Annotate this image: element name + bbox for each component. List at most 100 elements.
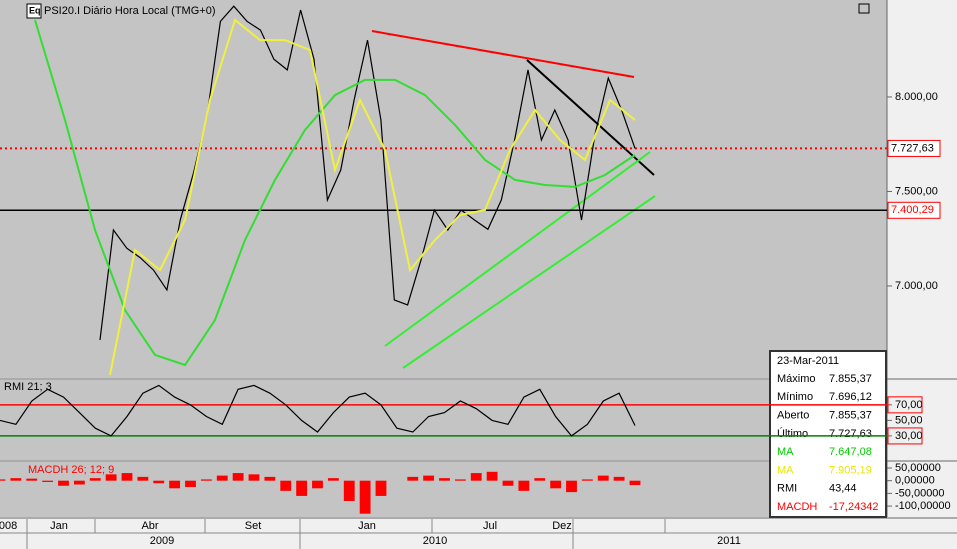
series-line — [99, 5, 636, 341]
info-value: 7.727,63 — [829, 428, 872, 440]
info-label: Máximo — [777, 373, 816, 385]
macd-bar — [232, 473, 244, 481]
macd-bar — [613, 476, 625, 481]
month-label: Jul — [483, 520, 497, 532]
macd-bar — [200, 479, 212, 481]
macd-bar — [89, 478, 101, 481]
month-label: Abr — [141, 520, 158, 532]
info-label: Mínimo — [777, 391, 813, 403]
macd-bar — [502, 480, 514, 486]
macd-bar — [550, 480, 562, 489]
chart-title: PSI20.I Diário Hora Local (TMG+0) — [44, 5, 215, 17]
trend-line — [402, 195, 656, 369]
info-label: RMI — [777, 483, 797, 495]
macd-bar — [597, 475, 609, 481]
macd-bar — [343, 480, 355, 502]
y-tick-label: 7.500,00 — [895, 185, 938, 197]
level-label-box — [887, 139, 941, 157]
info-date: 23-Mar-2011 — [777, 355, 839, 367]
info-box-bg — [769, 350, 887, 518]
y-tick-label: 7.000,00 — [895, 280, 938, 292]
macd-bar — [264, 476, 276, 481]
month-label: 008 — [0, 520, 17, 532]
info-value: 7.696,12 — [829, 391, 872, 403]
info-label: MA — [777, 446, 794, 458]
macd-bar — [0, 479, 6, 481]
eq-icon-label: Eq — [29, 5, 41, 15]
y-tick-label: 50,00000 — [895, 462, 941, 474]
macd-bar — [26, 478, 38, 481]
macd-bar — [423, 475, 435, 481]
maximize-button[interactable] — [858, 3, 870, 14]
y-tick-label: 70,00 — [895, 399, 923, 411]
month-label: Set — [245, 520, 262, 532]
macd-bar — [169, 480, 181, 489]
y-tick-label: 0,00000 — [895, 475, 935, 487]
info-label: Aberto — [777, 410, 809, 422]
y-tick-label: 30,00 — [895, 430, 923, 442]
series-line — [109, 18, 636, 376]
year-label: 2010 — [423, 535, 447, 547]
macd-bar — [296, 480, 308, 496]
macd-bar — [454, 479, 466, 481]
macd-panel — [0, 462, 887, 517]
macd-bar — [42, 480, 54, 482]
macd-bar — [58, 480, 69, 486]
series-line — [0, 384, 636, 437]
level-label-box — [887, 201, 941, 219]
info-value: 43,44 — [829, 483, 857, 495]
macd-bar — [137, 476, 149, 481]
y-tick-label: 50,00 — [895, 414, 923, 426]
macd-bar — [216, 475, 228, 481]
macd-bar — [359, 480, 371, 514]
macd-bar — [280, 480, 292, 491]
macd-bar — [566, 480, 577, 493]
series-line — [34, 19, 636, 367]
macd-bar — [153, 480, 165, 484]
macd-bar — [10, 478, 22, 481]
eq-icon[interactable] — [26, 3, 42, 19]
macd-bar — [470, 473, 482, 481]
y-tick-label: 8.000,00 — [895, 91, 938, 103]
macd-bar — [518, 480, 530, 491]
info-value: -17,24342 — [829, 501, 879, 513]
macd-title: MACDH 26; 12; 9 — [28, 464, 114, 476]
info-label: MACDH — [777, 501, 817, 513]
macd-bar — [121, 473, 133, 481]
y-tick-label: -50,00000 — [895, 487, 945, 499]
macd-bar — [407, 476, 419, 481]
level-label: 7.400,29 — [891, 204, 934, 216]
macd-bar — [439, 478, 450, 481]
level-label-box — [887, 396, 923, 414]
info-box: 23-Mar-2011 Máximo 7.855,37 Mínimo 7.696,12… — [769, 350, 887, 518]
macd-bar — [105, 474, 117, 481]
year-label: 2011 — [717, 535, 741, 547]
macd-bar — [534, 478, 546, 481]
macd-bar — [312, 480, 323, 489]
info-label: MA — [777, 464, 794, 476]
time-separators — [26, 519, 666, 549]
macd-bar — [185, 480, 196, 488]
info-value: 7.647,08 — [829, 446, 872, 458]
trend-line — [371, 30, 635, 78]
macd-bar — [486, 471, 498, 481]
month-label: Jan — [358, 520, 376, 532]
trend-line — [384, 151, 651, 347]
price-panel — [0, 0, 887, 378]
month-label: Dez — [552, 520, 572, 532]
macd-bar — [327, 478, 339, 481]
level-label: 7.727,63 — [891, 142, 934, 154]
info-label: Último — [777, 427, 808, 440]
macd-bar — [629, 480, 641, 486]
macd-bar — [375, 480, 387, 496]
year-label: 2009 — [150, 535, 174, 547]
level-label-box — [887, 427, 923, 445]
macd-bar — [248, 474, 260, 481]
macd-bar — [73, 480, 85, 485]
rmi-title: RMI 21; 3 — [4, 381, 52, 393]
month-label: Jan — [50, 520, 68, 532]
rmi-panel — [0, 380, 887, 460]
y-tick-label: -100,00000 — [895, 500, 951, 512]
info-value: 7.855,37 — [829, 373, 872, 385]
